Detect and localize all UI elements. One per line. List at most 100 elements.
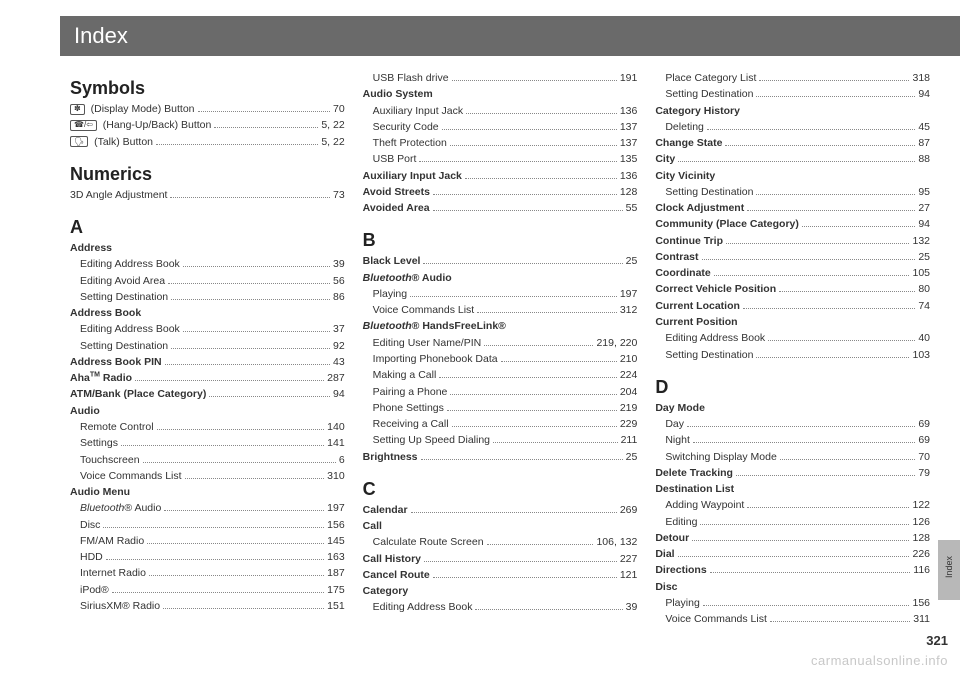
entry-page: 6 (339, 452, 345, 468)
index-entry: Delete Tracking79 (655, 465, 930, 481)
entry-page: 37 (333, 321, 345, 337)
entry-page: 141 (327, 435, 345, 451)
entry-label: Editing (665, 514, 697, 530)
button-icon: ☎/⇦ (70, 120, 97, 131)
entry-page: 45 (918, 119, 930, 135)
index-entry: Correct Vehicle Position80 (655, 281, 930, 297)
entry-label: Call (363, 518, 382, 534)
entry-page: 187 (327, 565, 345, 581)
leader-dots (183, 331, 330, 332)
entry-page: 25 (626, 253, 638, 269)
entry-label: Category History (655, 103, 740, 119)
index-entry: Editing126 (655, 514, 930, 530)
entry-label: ✽ (Display Mode) Button (70, 101, 195, 117)
entry-label: Call History (363, 551, 421, 567)
entry-label: Clock Adjustment (655, 200, 744, 216)
entry-page: 73 (333, 187, 345, 203)
entry-label: Current Location (655, 298, 740, 314)
entry-label: Audio System (363, 86, 433, 102)
entry-page: 137 (620, 135, 638, 151)
entry-label: Pairing a Phone (373, 384, 448, 400)
entry-page: 79 (918, 465, 930, 481)
index-entry: Community (Place Category)94 (655, 216, 930, 232)
leader-dots (770, 621, 910, 622)
leader-dots (411, 512, 617, 513)
entry-label: City (655, 151, 675, 167)
entry-page: 116 (913, 562, 930, 578)
leader-dots (168, 283, 330, 284)
entry-label: Touchscreen (80, 452, 140, 468)
entry-page: 94 (333, 386, 345, 402)
index-entry: FM/AM Radio145 (70, 533, 345, 549)
leader-dots (149, 575, 324, 576)
index-entry: Calendar269 (363, 502, 638, 518)
entry-label: Editing Address Book (80, 321, 180, 337)
index-entry: Editing Address Book39 (363, 599, 638, 615)
index-entry: Bluetooth® Audio197 (70, 500, 345, 516)
index-entry: Playing197 (363, 286, 638, 302)
index-entry: Current Position (655, 314, 930, 330)
index-entry: Address Book (70, 305, 345, 321)
leader-dots (678, 556, 910, 557)
entry-label: 3D Angle Adjustment (70, 187, 167, 203)
leader-dots (185, 478, 325, 479)
leader-dots (743, 308, 915, 309)
entry-label: Theft Protection (373, 135, 447, 151)
index-entry: Bluetooth® HandsFreeLink® (363, 318, 638, 334)
leader-dots (450, 394, 616, 395)
index-entry: 3D Angle Adjustment 73 (70, 187, 345, 203)
entry-label: ☎/⇦ (Hang-Up/Back) Button (70, 117, 211, 133)
leader-dots (143, 462, 336, 463)
entry-page: 224 (620, 367, 638, 383)
entry-label: Setting Destination (665, 184, 753, 200)
entry-label: Adding Waypoint (665, 497, 744, 513)
index-entry: Switching Display Mode70 (655, 449, 930, 465)
index-entry: ☎/⇦ (Hang-Up/Back) Button5, 22 (70, 117, 345, 133)
entry-label: Address (70, 240, 112, 256)
index-entry: iPod®175 (70, 582, 345, 598)
entry-label: SiriusXM® Radio (80, 598, 160, 614)
entry-page: 310 (327, 468, 345, 484)
leader-dots (759, 80, 909, 81)
leader-dots (452, 80, 617, 81)
leader-dots (736, 475, 915, 476)
section-symbols: Symbols (70, 78, 345, 99)
entry-page: 136 (620, 103, 638, 119)
entry-label: Contrast (655, 249, 698, 265)
entry-page: 163 (327, 549, 345, 565)
index-entry: Calculate Route Screen106, 132 (363, 534, 638, 550)
entry-page: 69 (918, 416, 930, 432)
index-entry: Touchscreen 6 (70, 452, 345, 468)
index-entry: Importing Phonebook Data210 (363, 351, 638, 367)
index-entry: Phone Settings219 (363, 400, 638, 416)
entry-label: Current Position (655, 314, 737, 330)
index-entry: HDD163 (70, 549, 345, 565)
leader-dots (433, 577, 617, 578)
leader-dots (198, 111, 330, 112)
index-entry: Category History (655, 103, 930, 119)
entry-label: Correct Vehicle Position (655, 281, 776, 297)
index-entry: Cancel Route121 (363, 567, 638, 583)
index-entry: Editing Avoid Area56 (70, 273, 345, 289)
page-number: 321 (926, 633, 948, 648)
entry-label: Setting Destination (80, 338, 168, 354)
entry-label: Place Category List (665, 70, 756, 86)
index-entry: Remote Control140 (70, 419, 345, 435)
entry-page: 128 (620, 184, 638, 200)
index-entry: Receiving a Call229 (363, 416, 638, 432)
entry-label: Voice Commands List (665, 611, 767, 627)
leader-dots (756, 96, 915, 97)
entry-page: 135 (620, 151, 638, 167)
entry-label: Bluetooth® Audio (363, 270, 452, 286)
index-entry: Auxiliary Input Jack136 (363, 103, 638, 119)
column-3: Place Category List318Setting Destinatio… (655, 70, 930, 628)
leader-dots (493, 442, 618, 443)
index-entry: Clock Adjustment27 (655, 200, 930, 216)
column-1: Symbols ✽ (Display Mode) Button70☎/⇦ (Ha… (70, 70, 345, 628)
entry-page: 311 (913, 611, 930, 627)
leader-dots (484, 345, 593, 346)
entry-label: Category (363, 583, 409, 599)
leader-dots (421, 459, 623, 460)
index-entry: Auxiliary Input Jack136 (363, 168, 638, 184)
leader-dots (703, 605, 910, 606)
